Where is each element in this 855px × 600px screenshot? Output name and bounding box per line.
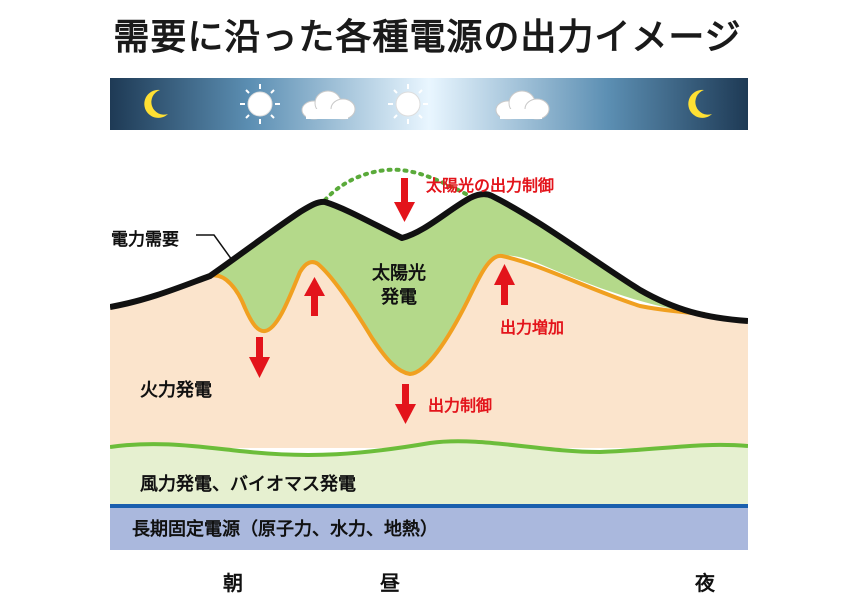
thermal-area [110,255,748,448]
sun-icon [240,84,280,124]
solar-label-line1: 太陽光 [372,263,426,284]
arrow-down-icon [395,384,416,424]
cloud-icon [301,90,356,120]
arrow-down-icon [249,337,270,378]
wind-biomass-label: 風力発電、バイオマス発電 [140,474,356,495]
solar-curtailed-line [323,167,472,202]
thermal-line [209,253,706,377]
page-title: 需要に沿った各種電源の出力イメージ [113,17,742,58]
arrow-up-icon [304,277,325,316]
solar-label: 太陽光 発電 [372,262,426,310]
sky-band [110,78,748,130]
baseload-label: 長期固定電源（原子力、水力、地熱） [132,519,438,540]
demand-line [110,191,748,324]
arrow-up-icon [494,264,515,305]
time-noon: 昼 [380,571,400,595]
solar-area [210,194,700,374]
thermal-label: 火力発電 [140,380,212,401]
arrow-down-icon [394,178,415,222]
baseload-area [110,506,748,550]
wind-biomass-area [110,441,748,505]
demand-leader-line [196,234,233,261]
cloud-icon [495,90,550,120]
time-night: 夜 [695,571,715,595]
solar-curtail-label: 太陽光の出力制御 [426,176,555,195]
time-morning: 朝 [223,571,243,595]
wind-biomass-line [110,439,748,457]
output-control-label: 出力制御 [428,396,493,415]
moon-icon [144,89,168,118]
output-increase-label: 出力増加 [500,318,565,337]
demand-label: 電力需要 [111,230,179,250]
sun-icon [388,84,428,124]
moon-icon [688,89,712,118]
solar-label-line2: 発電 [381,287,417,308]
